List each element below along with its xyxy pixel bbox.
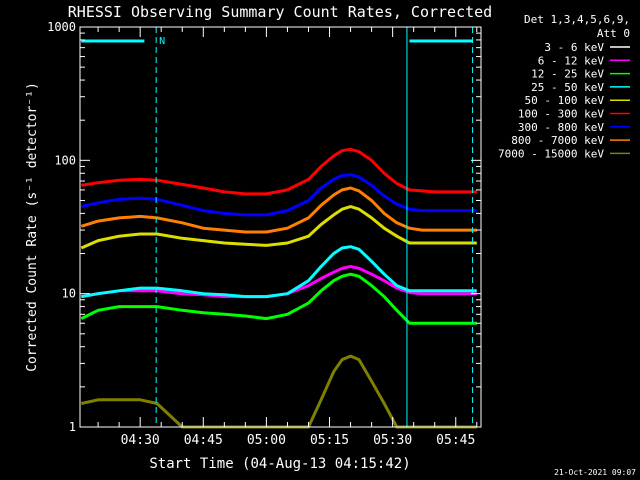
legend-header-2: Att 0 <box>597 27 630 40</box>
legend-label: 6 - 12 keV <box>538 54 605 67</box>
legend-label: 100 - 300 keV <box>518 108 604 121</box>
legend-label: 7000 - 15000 keV <box>498 147 604 160</box>
x-axis-label: Start Time (04-Aug-13 04:15:42) <box>149 456 410 472</box>
night-annotation: N <box>159 36 165 47</box>
legend-label: 3 - 6 keV <box>544 41 604 54</box>
series-line-0 <box>80 298 477 376</box>
series-line-5 <box>81 147 477 196</box>
x-tick-label: 04:30 <box>121 433 160 448</box>
series-line-1 <box>81 265 477 299</box>
x-tick-label: 04:45 <box>184 433 223 448</box>
series-line-2 <box>80 272 477 325</box>
chart-title: RHESSI Observing Summary Count Rates, Co… <box>68 3 492 21</box>
series-line-3 <box>81 245 477 299</box>
x-tick-label: 05:30 <box>373 433 412 448</box>
legend-header-1: Det 1,3,4,5,6,9, <box>524 13 630 26</box>
series-layer <box>80 147 477 429</box>
y-tick-label: 10 <box>62 287 76 301</box>
x-tick-label: 05:45 <box>436 433 475 448</box>
legend-label: 300 - 800 keV <box>518 121 604 134</box>
y-axis-label: Corrected Count Rate (s⁻¹ detector⁻¹) <box>25 82 40 372</box>
x-tick-label: 05:15 <box>310 433 349 448</box>
series-line-6 <box>80 173 477 217</box>
legend-label: 800 - 7000 keV <box>511 134 604 147</box>
plot-frame <box>79 26 482 428</box>
legend-label: 25 - 50 keV <box>531 81 604 94</box>
axes: 1 10 100 1000 04:30 04:45 05:00 05:15 05:30 05:45 <box>47 20 481 448</box>
series-line-7 <box>80 186 477 234</box>
date-stamp: 21-Oct-2021 09:07 <box>554 468 636 477</box>
y-tick-label: 100 <box>54 153 76 167</box>
y-tick-label: 1 <box>69 420 76 434</box>
series-line-4 <box>80 205 477 250</box>
x-tick-label: 05:00 <box>247 433 286 448</box>
y-tick-label: 1000 <box>47 20 76 34</box>
legend-label: 12 - 25 keV <box>531 68 604 81</box>
legend-label: 50 - 100 keV <box>525 94 605 107</box>
